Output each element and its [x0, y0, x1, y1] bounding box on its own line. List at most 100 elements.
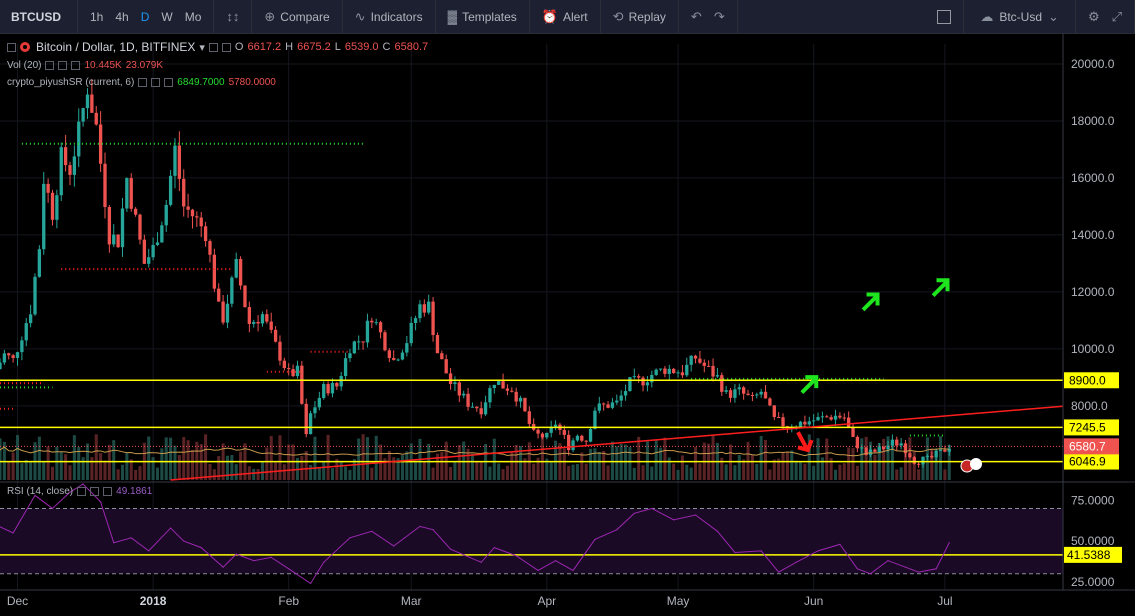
candle-body[interactable]: [326, 384, 330, 394]
candle-body[interactable]: [715, 375, 720, 377]
candle-body[interactable]: [448, 373, 453, 385]
candle-body[interactable]: [173, 145, 177, 176]
settings-mini-icon[interactable]: [221, 42, 231, 52]
candle-body[interactable]: [838, 415, 842, 418]
candle-body[interactable]: [322, 384, 326, 398]
candle-body[interactable]: [763, 391, 768, 399]
rsi-eye-icon[interactable]: [77, 487, 87, 496]
candle-body[interactable]: [273, 329, 278, 342]
candle-body[interactable]: [628, 377, 632, 392]
candle-body[interactable]: [387, 350, 391, 359]
candle-body[interactable]: [676, 372, 680, 374]
candle-body[interactable]: [597, 403, 601, 411]
candle-body[interactable]: [46, 183, 50, 193]
candle-body[interactable]: [457, 382, 461, 396]
candle-body[interactable]: [916, 463, 921, 465]
candle-body[interactable]: [925, 455, 930, 457]
candle-body[interactable]: [98, 124, 103, 164]
candle-body[interactable]: [440, 353, 444, 360]
candle-body[interactable]: [588, 428, 593, 442]
candle-body[interactable]: [637, 376, 641, 378]
candle-body[interactable]: [947, 448, 951, 452]
candle-body[interactable]: [400, 352, 405, 360]
candle-body[interactable]: [182, 178, 186, 207]
candle-body[interactable]: [221, 301, 225, 323]
candle-body[interactable]: [615, 400, 619, 403]
sr-settings-icon[interactable]: [151, 78, 161, 87]
candle-body[interactable]: [930, 455, 934, 458]
candle-body[interactable]: [746, 393, 750, 395]
candle-body[interactable]: [750, 394, 755, 396]
candle-body[interactable]: [667, 368, 671, 374]
arrow-down-icon-3[interactable]: [796, 431, 814, 453]
candle-body[interactable]: [567, 434, 571, 451]
candle-body[interactable]: [265, 314, 269, 322]
candle-body[interactable]: [873, 449, 877, 452]
candle-body[interactable]: [186, 206, 190, 210]
candle-body[interactable]: [895, 439, 899, 446]
candle-body[interactable]: [422, 304, 426, 313]
templates-button[interactable]: ▓ Templates: [442, 0, 523, 34]
candle-body[interactable]: [203, 226, 208, 242]
candle-body[interactable]: [833, 415, 838, 420]
candle-body[interactable]: [370, 320, 374, 323]
candle-body[interactable]: [0, 362, 2, 369]
candle-body[interactable]: [343, 358, 348, 377]
candle-body[interactable]: [396, 359, 400, 361]
candle-body[interactable]: [903, 443, 908, 454]
candle-body[interactable]: [658, 368, 663, 370]
candle-body[interactable]: [129, 178, 133, 209]
candle-body[interactable]: [77, 121, 81, 157]
candle-body[interactable]: [510, 390, 514, 392]
rsi-close-icon[interactable]: [103, 487, 113, 496]
candle-body[interactable]: [147, 257, 151, 264]
candle-body[interactable]: [164, 204, 168, 226]
candle-body[interactable]: [444, 359, 448, 374]
candle-body[interactable]: [501, 381, 505, 389]
candle-body[interactable]: [72, 156, 77, 175]
candle-body[interactable]: [680, 372, 685, 376]
candle-body[interactable]: [256, 321, 260, 324]
candle-body[interactable]: [479, 408, 483, 415]
candle-body[interactable]: [55, 195, 59, 220]
candle-body[interactable]: [295, 365, 300, 377]
candle-body[interactable]: [492, 384, 496, 389]
candle-body[interactable]: [908, 453, 912, 458]
candle-body[interactable]: [877, 446, 881, 452]
candle-body[interactable]: [881, 446, 886, 450]
candle-body[interactable]: [7, 353, 11, 356]
candle-body[interactable]: [392, 358, 396, 360]
candle-body[interactable]: [252, 321, 256, 324]
candle-body[interactable]: [816, 416, 820, 421]
candle-body[interactable]: [15, 352, 20, 358]
candle-body[interactable]: [116, 234, 120, 248]
candle-body[interactable]: [287, 368, 291, 370]
candle-body[interactable]: [308, 413, 313, 435]
candle-body[interactable]: [886, 445, 890, 450]
candle-body[interactable]: [431, 301, 435, 336]
candle-body[interactable]: [24, 323, 28, 341]
candle-body[interactable]: [81, 108, 85, 122]
volume-close-icon[interactable]: [71, 61, 81, 70]
candle-body[interactable]: [352, 341, 356, 354]
candle-body[interactable]: [536, 429, 540, 434]
candle-body[interactable]: [348, 353, 352, 359]
candle-body[interactable]: [505, 388, 510, 391]
candle-body[interactable]: [151, 245, 155, 258]
collapse-legend-icon[interactable]: [7, 42, 16, 52]
candle-body[interactable]: [514, 391, 518, 402]
candle-body[interactable]: [168, 175, 173, 205]
sr-name[interactable]: crypto_piyushSR (current, 6): [7, 77, 135, 88]
candle-body[interactable]: [702, 362, 706, 366]
chart-area[interactable]: 20000.0 18000.0 16000.0 14000.0 12000.0 10000…: [0, 34, 1135, 611]
candle-body[interactable]: [855, 436, 860, 449]
candle-body[interactable]: [33, 276, 37, 315]
candle-body[interactable]: [811, 420, 816, 422]
candle-body[interactable]: [733, 389, 737, 398]
candle-body[interactable]: [470, 406, 475, 408]
candle-body[interactable]: [846, 417, 851, 428]
volume-settings-icon[interactable]: [58, 61, 68, 70]
candle-body[interactable]: [475, 406, 479, 409]
candle-body[interactable]: [545, 432, 549, 438]
eye-icon[interactable]: [208, 42, 218, 52]
